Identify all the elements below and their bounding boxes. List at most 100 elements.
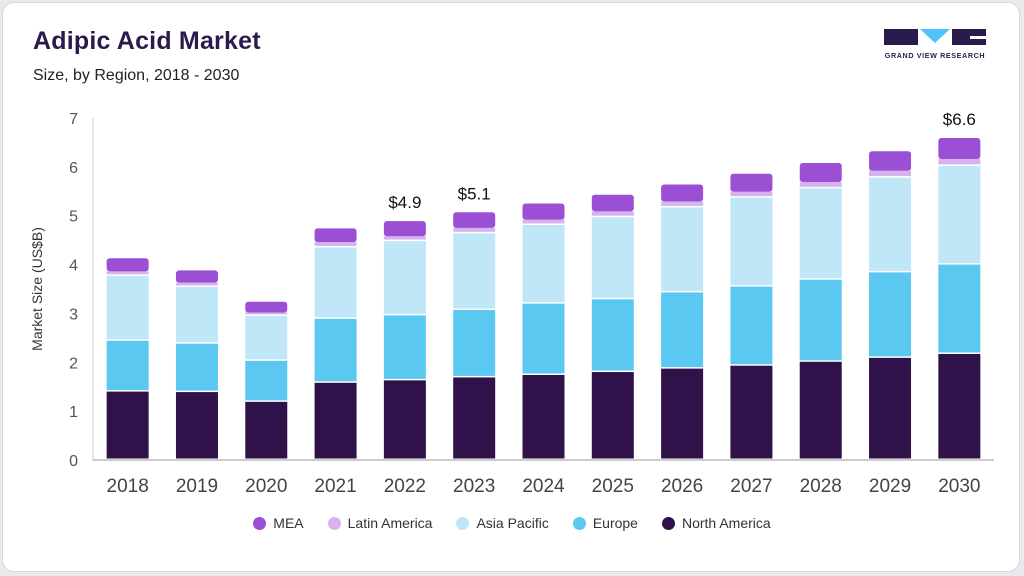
y-tick-label: 0 xyxy=(69,453,78,470)
bar-asia-pacific-2029 xyxy=(869,177,912,271)
bar-latin-america-2026 xyxy=(661,201,704,206)
bar-mea-2019 xyxy=(175,270,218,283)
bar-north-america-2027 xyxy=(730,365,773,459)
bar-asia-pacific-2024 xyxy=(522,224,565,303)
bar-north-america-2022 xyxy=(383,380,426,459)
bar-asia-pacific-2023 xyxy=(453,233,496,309)
bar-latin-america-2023 xyxy=(453,227,496,232)
bar-mea-2018 xyxy=(106,258,149,272)
bar-europe-2023 xyxy=(453,310,496,376)
bar-europe-2018 xyxy=(106,340,149,391)
bar-north-america-2023 xyxy=(453,377,496,459)
bar-latin-america-2018 xyxy=(106,271,149,275)
x-tick-label-2025: 2025 xyxy=(592,476,634,497)
chart-title: Adipic Acid Market xyxy=(33,27,261,55)
bar-latin-america-2020 xyxy=(245,312,288,315)
bar-mea-2024 xyxy=(522,203,565,220)
grand-view-research-logo xyxy=(884,29,986,45)
y-axis-title: Market Size (US$B) xyxy=(29,227,45,351)
bar-mea-2029 xyxy=(869,151,912,171)
bar-latin-america-2019 xyxy=(175,282,218,286)
legend-swatch xyxy=(327,516,341,530)
bar-asia-pacific-2025 xyxy=(591,217,634,298)
data-label-2023: $5.1 xyxy=(458,184,491,203)
bar-mea-2028 xyxy=(799,162,842,183)
x-tick-label-2029: 2029 xyxy=(869,476,911,497)
x-tick-label-2028: 2028 xyxy=(800,476,842,497)
y-tick-label: 4 xyxy=(69,258,78,275)
legend-swatch xyxy=(456,516,470,530)
bar-asia-pacific-2030 xyxy=(938,165,981,264)
bar-latin-america-2028 xyxy=(799,182,842,187)
bar-mea-2023 xyxy=(453,212,496,228)
x-tick-label-2027: 2027 xyxy=(730,476,772,497)
x-tick-label-2019: 2019 xyxy=(176,476,218,497)
bar-asia-pacific-2020 xyxy=(245,315,288,360)
bar-north-america-2018 xyxy=(106,391,149,459)
bar-north-america-2021 xyxy=(314,382,357,459)
bar-europe-2028 xyxy=(799,279,842,361)
bar-europe-2030 xyxy=(938,264,981,353)
y-tick-label: 1 xyxy=(69,404,78,421)
y-tick-label: 2 xyxy=(69,355,78,372)
bar-mea-2026 xyxy=(661,184,704,202)
x-tick-label-2021: 2021 xyxy=(314,476,356,497)
bar-mea-2027 xyxy=(730,173,773,192)
bar-mea-2020 xyxy=(245,301,288,313)
bar-mea-2021 xyxy=(314,228,357,243)
bar-latin-america-2021 xyxy=(314,242,357,246)
x-tick-label-2020: 2020 xyxy=(245,476,287,497)
bar-europe-2024 xyxy=(522,303,565,374)
bar-north-america-2025 xyxy=(591,372,634,459)
bar-latin-america-2029 xyxy=(869,170,912,177)
bar-north-america-2028 xyxy=(799,361,842,459)
bar-europe-2019 xyxy=(175,343,218,391)
x-tick-label-2023: 2023 xyxy=(453,476,495,497)
legend-item-asia-pacific: Asia Pacific xyxy=(456,515,549,531)
legend-swatch xyxy=(253,516,267,530)
y-tick-label: 6 xyxy=(69,160,78,177)
bar-north-america-2026 xyxy=(661,368,704,459)
bar-north-america-2029 xyxy=(869,357,912,459)
data-label-2022: $4.9 xyxy=(388,193,421,212)
legend-label: Europe xyxy=(592,515,638,531)
bar-north-america-2020 xyxy=(245,401,288,459)
bar-asia-pacific-2018 xyxy=(106,275,149,340)
x-tick-label-2024: 2024 xyxy=(522,476,565,497)
x-tick-label-2022: 2022 xyxy=(384,476,426,497)
chart-legend: MEA Latin America Asia Pacific Europe North … xyxy=(0,515,1024,531)
bar-europe-2025 xyxy=(591,299,634,371)
bar-europe-2029 xyxy=(869,272,912,357)
bar-latin-america-2024 xyxy=(522,219,565,224)
bar-latin-america-2027 xyxy=(730,191,773,197)
bar-asia-pacific-2019 xyxy=(175,287,218,343)
bar-latin-america-2022 xyxy=(383,236,426,240)
bar-asia-pacific-2022 xyxy=(383,241,426,314)
legend-item-latin-america: Latin America xyxy=(327,515,433,531)
x-tick-label-2018: 2018 xyxy=(107,476,149,497)
bar-latin-america-2030 xyxy=(938,159,981,165)
legend-label: Latin America xyxy=(347,515,433,531)
bar-asia-pacific-2026 xyxy=(661,207,704,291)
bar-asia-pacific-2027 xyxy=(730,197,773,286)
y-tick-label: 7 xyxy=(69,111,78,128)
legend-label: Asia Pacific xyxy=(476,515,549,531)
bar-europe-2021 xyxy=(314,318,357,382)
legend-item-mea: MEA xyxy=(253,515,304,531)
legend-label: North America xyxy=(681,515,771,531)
bar-north-america-2030 xyxy=(938,353,981,459)
bar-north-america-2019 xyxy=(175,392,218,459)
bar-latin-america-2025 xyxy=(591,211,634,216)
bar-europe-2022 xyxy=(383,315,426,379)
legend-item-europe: Europe xyxy=(572,515,638,531)
x-tick-label-2026: 2026 xyxy=(661,476,703,497)
bar-mea-2022 xyxy=(383,221,426,237)
bar-europe-2027 xyxy=(730,286,773,365)
chart-subtitle: Size, by Region, 2018 - 2030 xyxy=(33,67,240,84)
legend-label: MEA xyxy=(273,515,304,531)
legend-item-north-america: North America xyxy=(661,515,771,531)
y-tick-label: 3 xyxy=(69,306,78,323)
logo-text: GRAND VIEW RESEARCH xyxy=(884,51,986,60)
